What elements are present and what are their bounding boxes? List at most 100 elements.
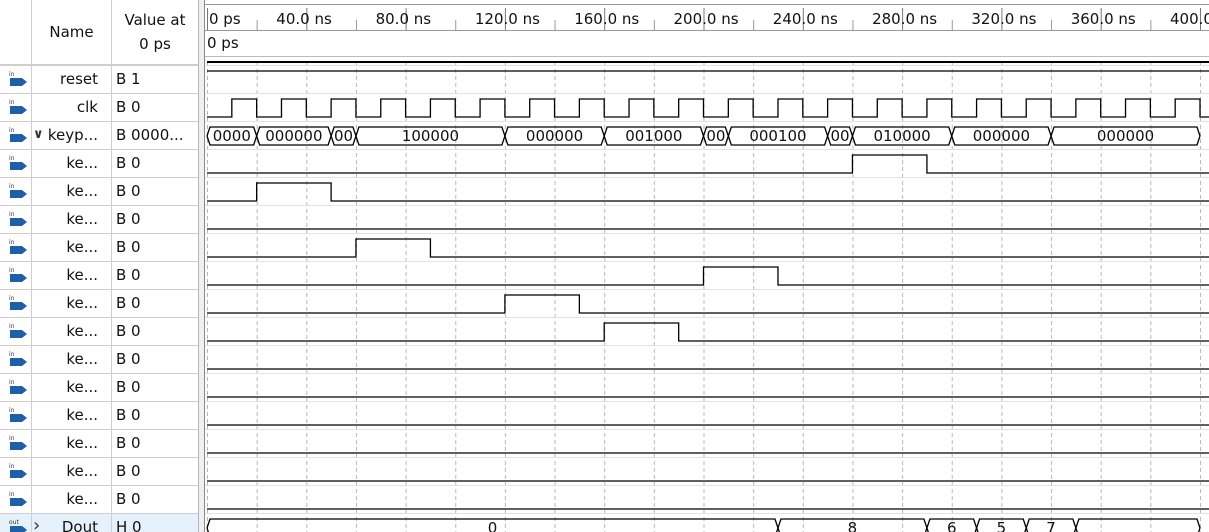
bus-segment: [851, 126, 953, 146]
signal-row-6[interactable]: in ke... B 0: [0, 233, 198, 261]
wave-pulse-7: [207, 266, 1209, 286]
value-column-header[interactable]: Value at 0 ps: [112, 0, 198, 64]
time-tick-label: 0 ps: [209, 10, 241, 28]
time-tick-label: 400.0 ns: [1170, 10, 1209, 28]
signal-name: ke...: [66, 462, 98, 480]
signal-name: ke...: [66, 406, 98, 424]
signal-row-16[interactable]: out › Dout H 0: [0, 513, 198, 532]
signal-row-0[interactable]: in reset B 1: [0, 65, 198, 93]
bus-segment: [702, 126, 729, 146]
input-pin-icon: in: [9, 378, 29, 396]
value-header-line1: Value at: [124, 11, 186, 29]
bus-value-label: 000000: [973, 127, 1030, 145]
input-pin-icon: in: [9, 322, 29, 340]
signal-row-11[interactable]: in ke... B 0: [0, 373, 198, 401]
bus-value-label: 000000: [265, 127, 322, 145]
signal-value: B 1: [116, 70, 141, 88]
svg-text:in: in: [9, 407, 15, 414]
input-pin-icon: in: [9, 294, 29, 312]
input-pin-icon: in: [9, 126, 29, 144]
time-cursor-label[interactable]: 0 ps: [207, 34, 239, 52]
signal-value: B 0: [116, 434, 141, 452]
wave-pulse-6: [207, 238, 1209, 258]
svg-text:in: in: [9, 491, 15, 498]
name-column-header[interactable]: Name: [49, 23, 94, 41]
wave-pulse-9: [207, 322, 1209, 342]
signal-row-1[interactable]: in clk B 0: [0, 93, 198, 121]
bus-segment: [975, 518, 1027, 532]
signal-row-7[interactable]: in ke... B 0: [0, 261, 198, 289]
signal-name: ke...: [66, 322, 98, 340]
bus-segment: [777, 518, 928, 532]
bus-value-label: 000000: [526, 127, 583, 145]
bus-value-label: 5: [997, 519, 1007, 532]
bus-value-label: 0000: [213, 127, 251, 145]
signal-row-4[interactable]: in ke... B 0: [0, 177, 198, 205]
signal-row-2[interactable]: in ∨ keyp... B 0000...: [0, 121, 198, 149]
bus-segment: [1075, 518, 1201, 532]
signal-value: B 0: [116, 294, 141, 312]
wave-pulse-3: [207, 154, 1209, 174]
signal-value: B 0: [116, 266, 141, 284]
bus-value-label: 000000: [1097, 127, 1154, 145]
input-pin-icon: in: [9, 238, 29, 256]
signal-row-13[interactable]: in ke... B 0: [0, 429, 198, 457]
bus-value-label: 000100: [749, 127, 806, 145]
signal-row-10[interactable]: in ke... B 0: [0, 345, 198, 373]
signal-value: B 0: [116, 154, 141, 172]
chevron-down-icon[interactable]: ∨: [33, 127, 44, 142]
signal-value: B 0000...: [116, 126, 184, 144]
wave-clk: [207, 98, 1209, 118]
signal-row-14[interactable]: in ke... B 0: [0, 457, 198, 485]
bus-segment: [504, 126, 605, 146]
time-tick-label: 320.0 ns: [971, 10, 1036, 28]
signal-name: ke...: [66, 490, 98, 508]
svg-text:in: in: [9, 155, 15, 162]
svg-text:in: in: [9, 295, 15, 302]
input-pin-icon: in: [9, 462, 29, 480]
bus-value-label: 7: [1046, 519, 1056, 532]
svg-text:in: in: [9, 323, 15, 330]
time-tick-label: 40.0 ns: [276, 10, 332, 28]
signal-row-9[interactable]: in ke... B 0: [0, 317, 198, 345]
waveform-pane[interactable]: 0 ps 40.0 ns 80.0 ns 120.0 ns 160.0 ns 200.0 …: [205, 0, 1209, 532]
svg-text:in: in: [9, 267, 15, 274]
time-tick-label: 240.0 ns: [773, 10, 838, 28]
wave-pulse-8: [207, 294, 1209, 314]
svg-text:in: in: [9, 379, 15, 386]
signal-row-15[interactable]: in ke... B 0: [0, 485, 198, 513]
signal-value: H 0: [116, 518, 142, 532]
signal-name: ke...: [66, 378, 98, 396]
bus-segment: [603, 126, 705, 146]
bus-segment: [727, 126, 829, 146]
pane-splitter[interactable]: [198, 0, 205, 532]
signal-value: B 0: [116, 490, 141, 508]
signal-row-12[interactable]: in ke... B 0: [0, 401, 198, 429]
signal-value: B 0: [116, 350, 141, 368]
signal-name: ke...: [66, 350, 98, 368]
input-pin-icon: in: [9, 70, 29, 88]
signal-row-8[interactable]: in ke... B 0: [0, 289, 198, 317]
signal-name: keyp...: [47, 126, 98, 144]
bus-value-label: 6: [947, 519, 957, 532]
bus-segment: [827, 126, 854, 146]
waveform-canvas[interactable]: 0 ps 40.0 ns 80.0 ns 120.0 ns 160.0 ns 200.0 …: [205, 0, 1209, 532]
bus-segment: [206, 518, 779, 532]
svg-text:in: in: [9, 211, 15, 218]
chevron-right-icon[interactable]: ›: [33, 515, 41, 532]
signal-value: B 0: [116, 210, 141, 228]
signal-name: ke...: [66, 266, 98, 284]
signal-name: ke...: [66, 182, 98, 200]
bus-value-label: 001000: [625, 127, 682, 145]
signal-row-5[interactable]: in ke... B 0: [0, 205, 198, 233]
bus-segment: [1025, 518, 1077, 532]
bus-value-label: 00: [334, 127, 353, 145]
value-header-line2: 0 ps: [139, 35, 171, 53]
svg-text:in: in: [9, 99, 15, 106]
bus-segment: [330, 126, 357, 146]
signal-value: B 0: [116, 378, 141, 396]
signal-value: B 0: [116, 406, 141, 424]
signal-row-3[interactable]: in ke... B 0: [0, 149, 198, 177]
bus-value-label: 0: [488, 519, 498, 532]
time-tick-label: 280.0 ns: [872, 10, 937, 28]
